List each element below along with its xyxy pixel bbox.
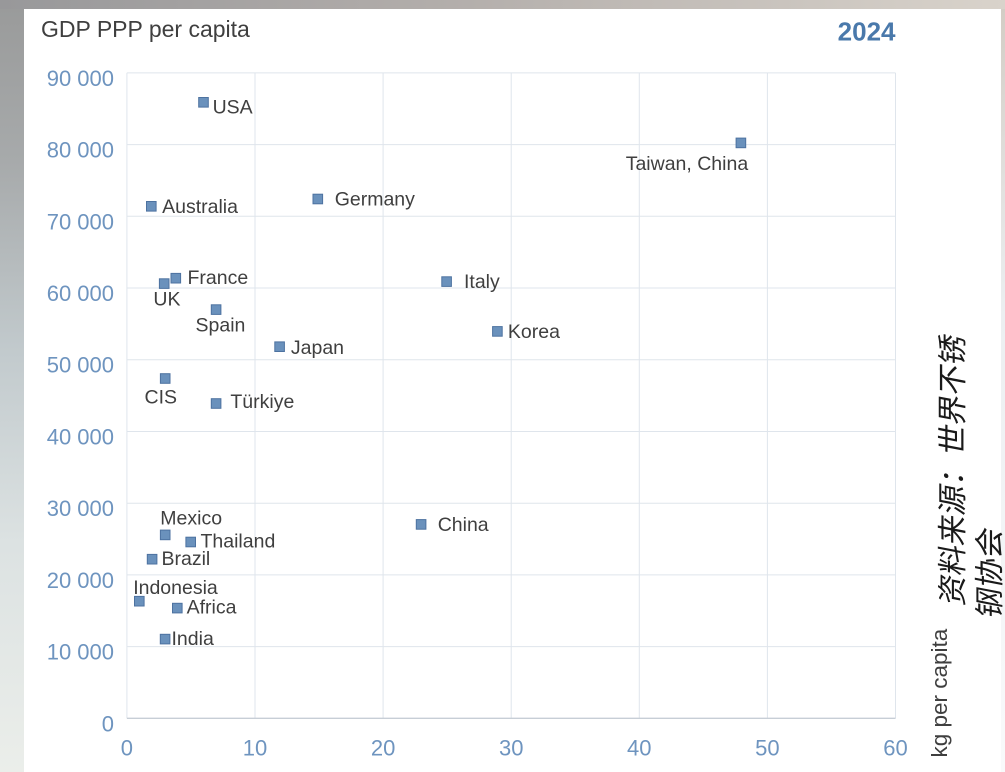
svg-text:90 000: 90 000 (47, 66, 114, 91)
svg-text:0: 0 (102, 711, 114, 736)
svg-text:70 000: 70 000 (47, 209, 114, 234)
svg-text:Thailand: Thailand (201, 531, 276, 553)
svg-text:China: China (438, 514, 489, 536)
svg-text:Italy: Italy (464, 271, 500, 293)
svg-text:30 000: 30 000 (47, 496, 114, 521)
svg-text:2024: 2024 (838, 16, 896, 46)
svg-text:10 000: 10 000 (47, 640, 114, 665)
svg-text:80 000: 80 000 (47, 138, 114, 163)
svg-text:Germany: Germany (335, 189, 415, 211)
svg-text:Indonesia: Indonesia (133, 577, 218, 599)
svg-text:20: 20 (371, 736, 395, 761)
svg-text:Taiwan, China: Taiwan, China (626, 153, 749, 175)
svg-text:Spain: Spain (196, 315, 246, 337)
svg-text:40: 40 (627, 736, 651, 761)
svg-text:30: 30 (499, 736, 523, 761)
svg-text:0: 0 (121, 736, 133, 761)
svg-text:India: India (172, 628, 214, 650)
svg-text:USA: USA (213, 96, 253, 118)
svg-text:Türkiye: Türkiye (230, 391, 294, 413)
svg-text:Brazil: Brazil (162, 548, 211, 570)
svg-text:Africa: Africa (187, 597, 237, 619)
svg-text:CIS: CIS (145, 387, 178, 409)
svg-text:GDP PPP per capita: GDP PPP per capita (41, 16, 250, 42)
svg-text:20 000: 20 000 (47, 568, 114, 593)
svg-text:Mexico: Mexico (160, 508, 222, 530)
svg-text:Japan: Japan (291, 337, 344, 359)
svg-text:Australia: Australia (162, 196, 238, 218)
svg-text:10: 10 (243, 736, 267, 761)
svg-text:UK: UK (153, 289, 180, 311)
svg-text:40 000: 40 000 (47, 425, 114, 450)
svg-text:60 000: 60 000 (47, 281, 114, 306)
svg-text:50: 50 (755, 736, 779, 761)
svg-text:60: 60 (883, 736, 907, 761)
svg-text:Korea: Korea (508, 321, 560, 343)
svg-text:France: France (188, 267, 249, 289)
svg-text:50 000: 50 000 (47, 353, 114, 378)
svg-text:kg per capita: kg per capita (927, 628, 952, 757)
